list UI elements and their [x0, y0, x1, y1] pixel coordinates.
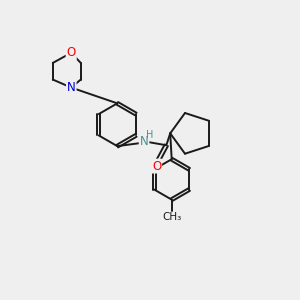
Text: O: O	[67, 46, 76, 59]
Text: O: O	[152, 160, 161, 172]
Text: H: H	[146, 130, 154, 140]
Text: N: N	[67, 81, 76, 94]
Text: N: N	[140, 135, 148, 148]
Text: CH₃: CH₃	[162, 212, 181, 223]
